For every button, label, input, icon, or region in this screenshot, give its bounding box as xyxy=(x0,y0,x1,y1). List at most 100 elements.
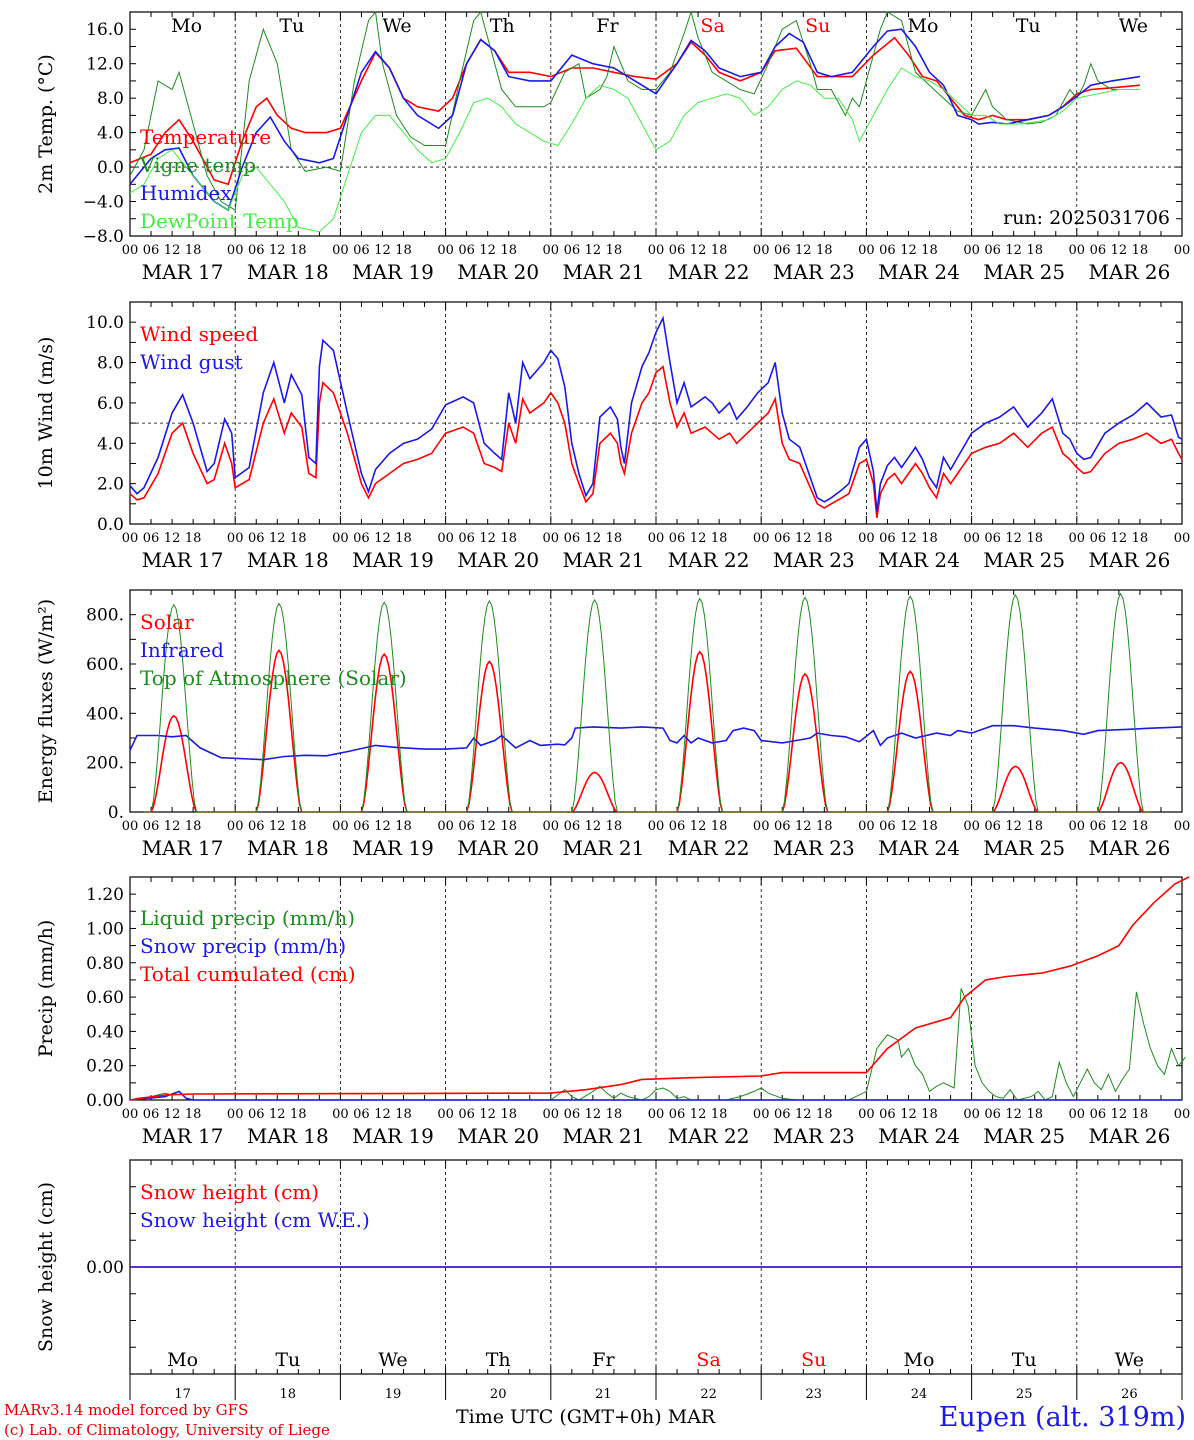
legend-entry: Vigne temp xyxy=(139,153,256,177)
hour-tick-label: 12 xyxy=(690,531,707,546)
hour-tick-label: 06 xyxy=(774,1107,791,1122)
y-tick-label: 800. xyxy=(86,606,124,626)
hour-tick-label: 18 xyxy=(395,1107,412,1122)
hour-tick-label: 00 xyxy=(1069,531,1086,546)
hour-tick-label: 12 xyxy=(1005,819,1022,834)
y-tick-label: 0.0 xyxy=(97,158,124,178)
date-label: MAR 17 xyxy=(142,260,224,284)
hour-tick-label: 18 xyxy=(711,1107,728,1122)
hour-tick-label: 00 xyxy=(122,531,139,546)
hour-tick-label: 00 xyxy=(122,1107,139,1122)
hour-tick-label: 18 xyxy=(500,531,517,546)
hour-tick-label: 18 xyxy=(711,531,728,546)
day-date-label: 21 xyxy=(595,1387,612,1402)
hour-tick-label: 12 xyxy=(479,531,496,546)
date-label: MAR 21 xyxy=(563,260,645,284)
date-label: MAR 21 xyxy=(563,1124,645,1148)
hour-tick-label: 00 xyxy=(1174,1107,1191,1122)
hour-tick-label: 12 xyxy=(479,1107,496,1122)
hour-tick-label: 00 xyxy=(332,819,349,834)
hour-tick-label: 12 xyxy=(690,1107,707,1122)
hour-tick-label: 12 xyxy=(585,243,602,258)
hour-tick-label: 00 xyxy=(1174,243,1191,258)
day-name-label: Mo xyxy=(904,1349,935,1371)
hour-tick-label: 18 xyxy=(1026,531,1043,546)
y-tick-label: 0.00 xyxy=(86,1091,124,1111)
hour-tick-label: 00 xyxy=(332,531,349,546)
hour-tick-label: 12 xyxy=(164,819,181,834)
date-label: MAR 23 xyxy=(773,836,855,860)
date-label: MAR 19 xyxy=(352,260,434,284)
y-tick-label: 0.60 xyxy=(86,988,124,1008)
day-date-label: 19 xyxy=(385,1387,402,1402)
hour-tick-label: 18 xyxy=(606,531,623,546)
hour-tick-label: 00 xyxy=(753,531,770,546)
hour-tick-label: 12 xyxy=(795,243,812,258)
date-label: MAR 25 xyxy=(983,260,1065,284)
day-name-label: We xyxy=(1119,15,1148,37)
hour-tick-label: 06 xyxy=(879,243,896,258)
chart-panel-2: 0.0 2.0 4.0 6.0 8.0 10.0 10m Wind (m/s) Wind sp… xyxy=(35,301,1191,572)
hour-tick-label: 18 xyxy=(1132,243,1149,258)
y-tick-label: 0.00 xyxy=(86,1258,124,1278)
hour-tick-label: 06 xyxy=(248,243,265,258)
date-label: MAR 18 xyxy=(247,1124,329,1148)
hour-tick-label: 06 xyxy=(564,531,581,546)
hour-tick-label: 06 xyxy=(774,819,791,834)
hour-tick-label: 18 xyxy=(395,531,412,546)
hour-tick-label: 06 xyxy=(984,243,1001,258)
day-date-label: 25 xyxy=(1016,1387,1033,1402)
hour-tick-label: 18 xyxy=(500,243,517,258)
y-tick-label: 0.80 xyxy=(86,954,124,974)
hour-tick-label: 00 xyxy=(1069,819,1086,834)
series-wind-gust xyxy=(129,315,1183,512)
legend-entry: Temperature xyxy=(140,125,271,149)
hour-tick-label: 18 xyxy=(816,819,833,834)
day-name-label: Fr xyxy=(596,15,619,37)
y-tick-label: 1.00 xyxy=(86,919,124,939)
day-date-label: 22 xyxy=(700,1387,717,1402)
hour-tick-label: 12 xyxy=(164,243,181,258)
day-name-label: Fr xyxy=(592,1349,615,1371)
hour-tick-label: 12 xyxy=(1111,819,1128,834)
date-label: MAR 20 xyxy=(457,1124,539,1148)
legend-entry: Solar xyxy=(140,610,194,634)
y-tick-label: −4.0 xyxy=(83,193,124,213)
hour-tick-label: 12 xyxy=(479,243,496,258)
hour-tick-label: 00 xyxy=(227,531,244,546)
hour-tick-label: 00 xyxy=(437,819,454,834)
date-label: MAR 21 xyxy=(563,836,645,860)
hour-tick-label: 18 xyxy=(500,819,517,834)
hour-tick-label: 00 xyxy=(858,1107,875,1122)
hour-tick-label: 00 xyxy=(963,531,980,546)
y-axis-label: Energy fluxes (W/m²) xyxy=(35,599,57,803)
hour-tick-label: 06 xyxy=(353,819,370,834)
date-label: MAR 26 xyxy=(1089,260,1171,284)
chart-panel-1: −8.0 −4.0 0.0 4.0 8.0 12.0 16.0 2m Temp. (°C) Te… xyxy=(35,10,1191,284)
hour-tick-label: 06 xyxy=(879,819,896,834)
hour-tick-label: 06 xyxy=(1090,531,1107,546)
hour-tick-label: 06 xyxy=(669,819,686,834)
hour-tick-label: 00 xyxy=(963,1107,980,1122)
day-name-label: Mo xyxy=(171,15,202,37)
hour-tick-label: 06 xyxy=(1090,819,1107,834)
y-tick-label: 8.0 xyxy=(97,89,124,109)
y-tick-label: −8.0 xyxy=(83,227,124,247)
date-label: MAR 24 xyxy=(878,260,960,284)
hour-tick-label: 06 xyxy=(984,1107,1001,1122)
day-name-label: Mo xyxy=(908,15,939,37)
hour-tick-label: 18 xyxy=(921,1107,938,1122)
hour-tick-label: 00 xyxy=(1174,531,1191,546)
legend-entry: Wind gust xyxy=(140,350,243,374)
legend-entry: Snow height (cm) xyxy=(140,1180,319,1204)
series-temperature xyxy=(129,36,1140,186)
date-label: MAR 24 xyxy=(878,1124,960,1148)
hour-tick-label: 06 xyxy=(879,531,896,546)
model-credit: MARv3.14 model forced by GFS (c) Lab. of… xyxy=(4,1400,330,1440)
hour-tick-label: 00 xyxy=(437,1107,454,1122)
hour-tick-label: 06 xyxy=(564,1107,581,1122)
hour-tick-label: 18 xyxy=(1132,531,1149,546)
hour-tick-label: 00 xyxy=(858,819,875,834)
hour-tick-label: 18 xyxy=(1026,819,1043,834)
y-tick-label: 600. xyxy=(86,655,124,675)
